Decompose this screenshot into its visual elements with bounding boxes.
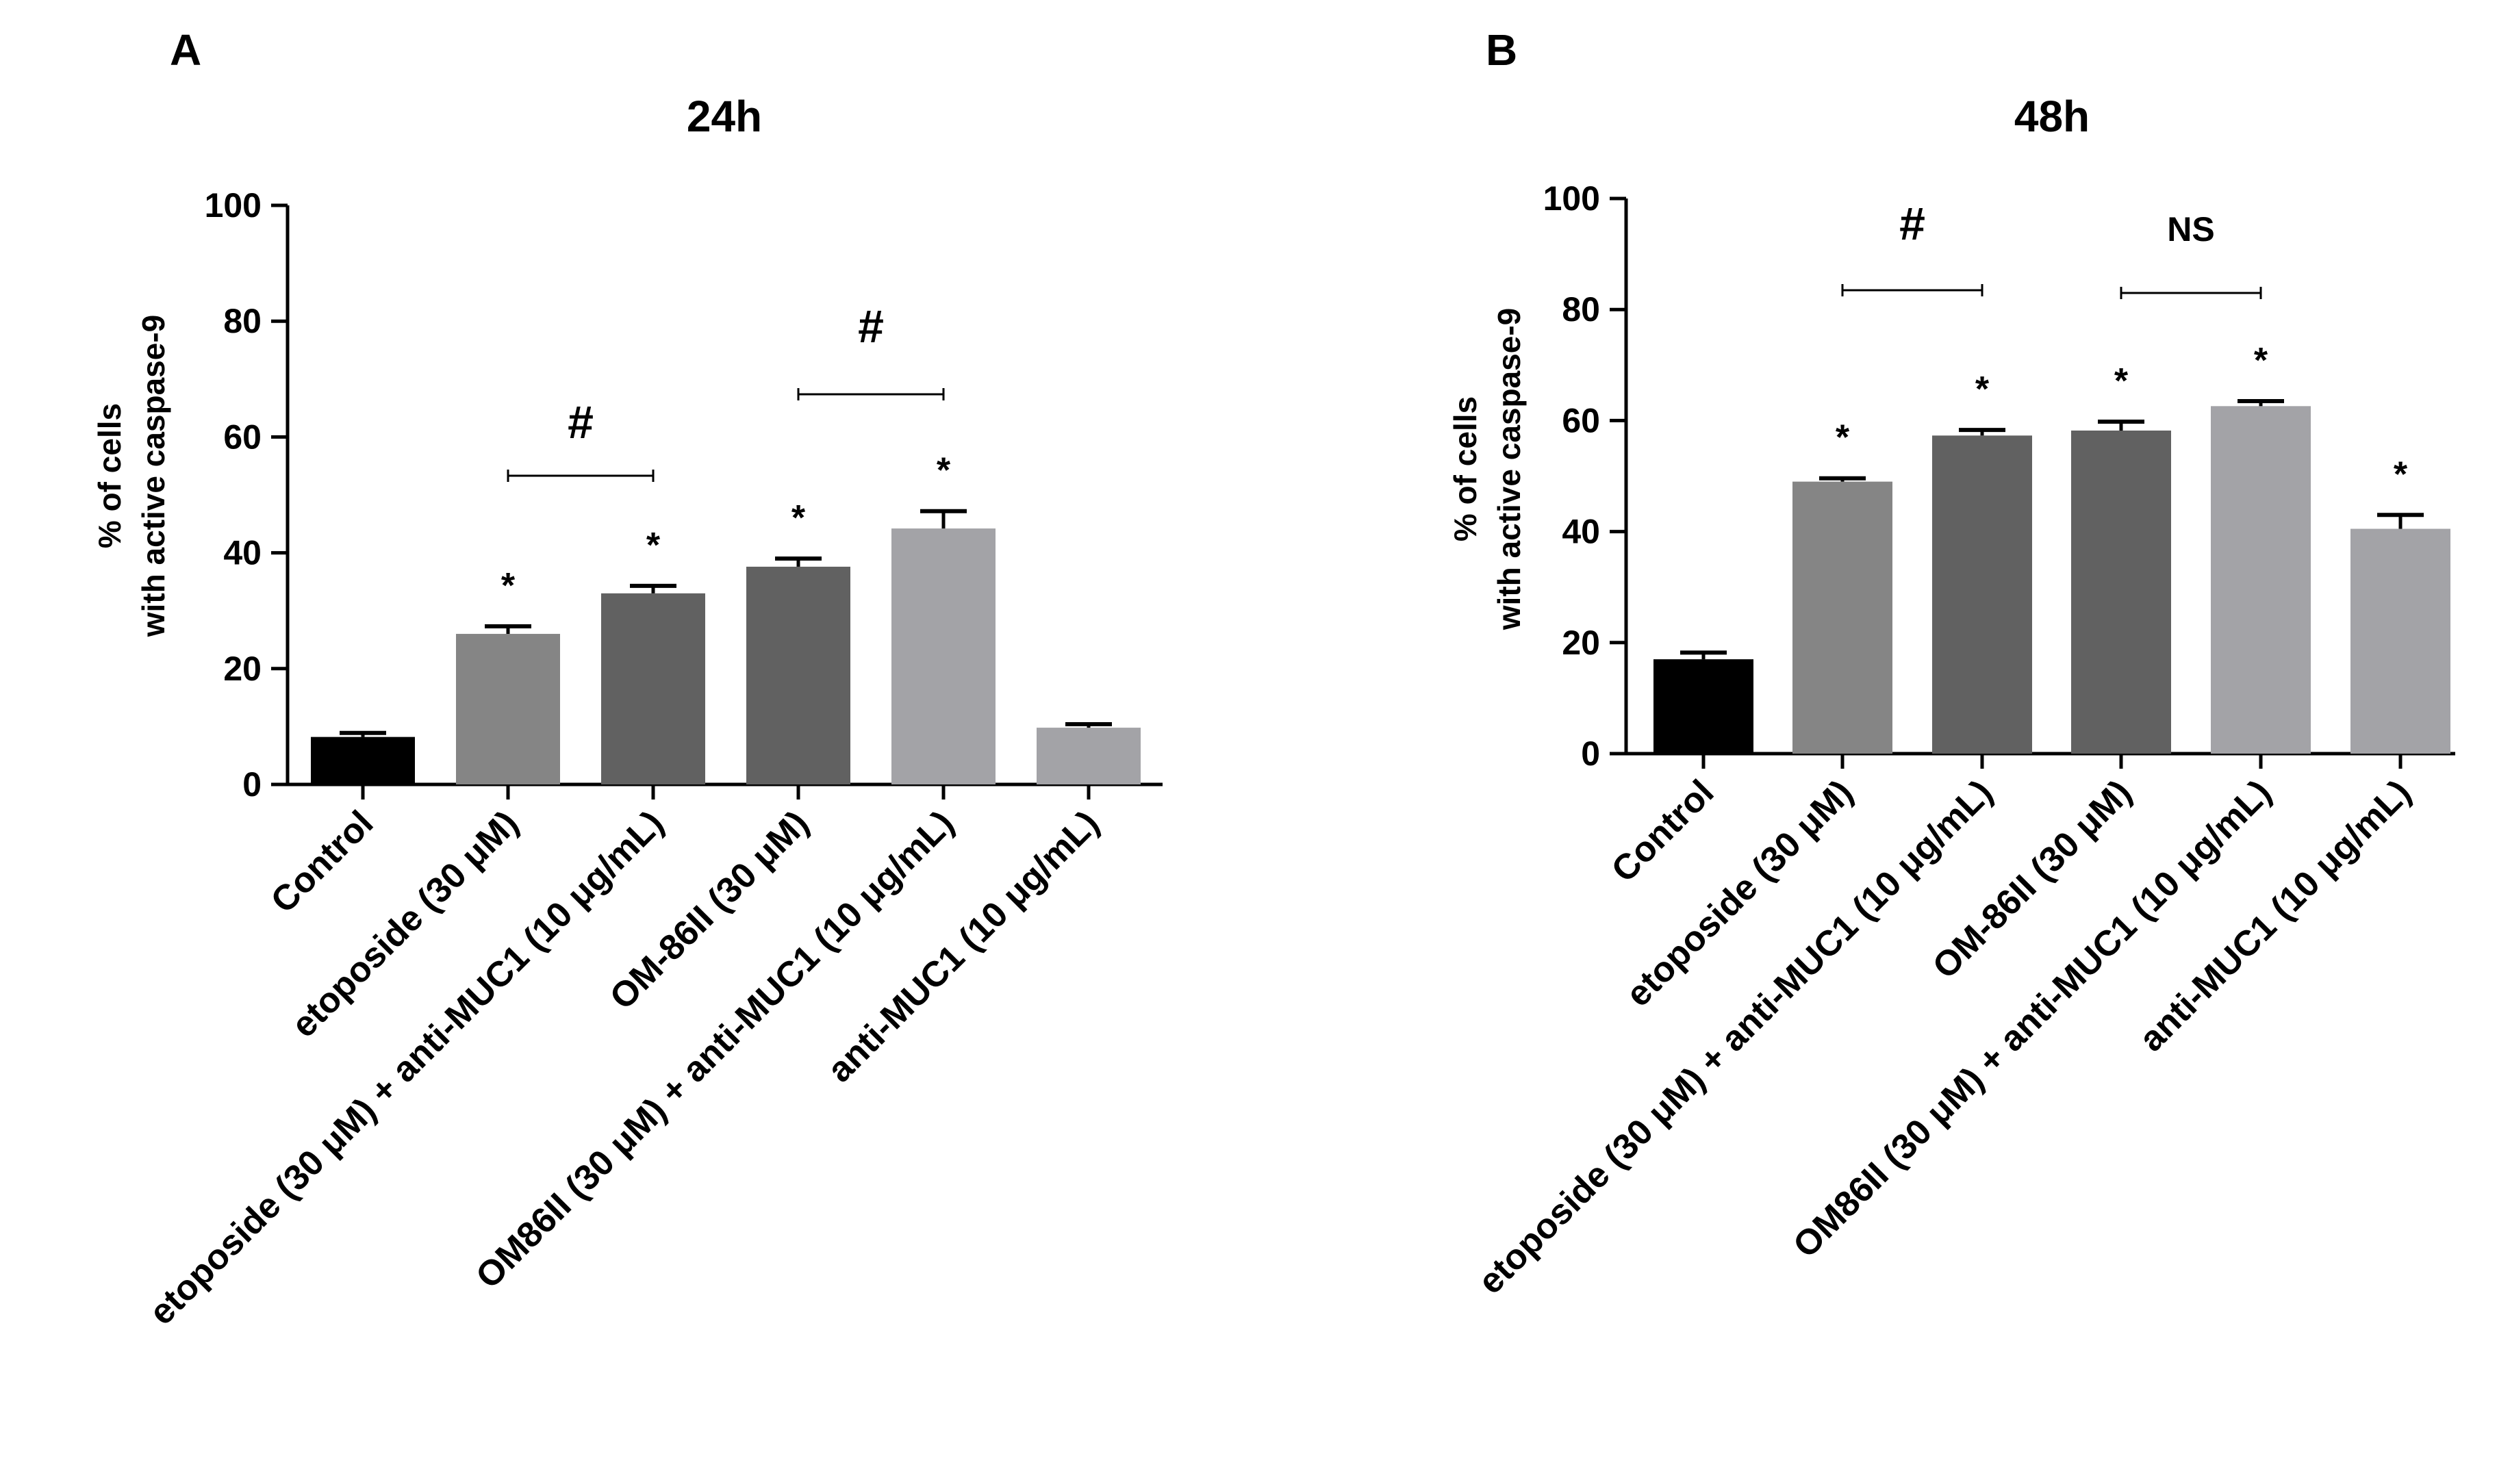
y-tick-label: 20 [223,650,262,688]
bar [1792,481,1892,754]
y-tick-label: 100 [205,186,262,225]
panel-b-plot: 0 20 40 60 80 100 Control * etoposide (30 μM) * et… [1471,179,2455,1302]
bar [1932,435,2032,754]
significance-star: * [2394,455,2408,494]
y-tick-label: 40 [1562,513,1600,551]
bar [2211,406,2311,754]
panel-b-ylabel: % of cells with active caspase-9 [1447,308,1527,630]
panel-a-ylabel-line-1: % of cells [92,403,127,548]
y-tick-label: 0 [1581,734,1600,773]
significance-star: * [2254,341,2268,381]
x-tick-label: Control [264,803,381,921]
bar [311,737,415,784]
y-tick-label: 60 [1562,401,1600,439]
comparison-label: # [1899,198,1925,250]
comparison-label: NS [2167,210,2214,248]
bar [601,593,705,784]
x-tick-label: OM86II (30 μM) + anti-MUC1 (10 μg/mL) [1786,772,2279,1265]
x-tick-label: etoposide (30 μM) + anti-MUC1 (10 μg/mL) [1471,772,2000,1301]
y-tick-label: 40 [223,534,262,572]
panel-a-letter: A [170,25,201,75]
significance-star: * [2114,361,2129,401]
x-tick-label: anti-MUC1 (10 μg/mL) [2132,772,2419,1059]
y-tick-label: 100 [1543,179,1600,218]
significance-star: * [1975,370,1990,409]
bar [2350,528,2450,754]
y-tick-label: 0 [242,765,262,804]
y-tick-label: 20 [1562,624,1600,662]
x-tick-label: Control [1604,772,1722,890]
y-tick-label: 80 [223,302,262,340]
significance-star: * [646,526,661,565]
x-tick-label: etoposide (30 μM) + anti-MUC1 (10 μg/mL) [142,803,671,1332]
comparison-label: # [858,300,884,353]
panel-b-letter: B [1486,25,1517,75]
panel-a-title: 24h [687,92,762,141]
significance-star: * [501,566,516,606]
significance-star: * [1836,418,1850,458]
bar [746,566,850,784]
bar [456,634,560,784]
bar [1037,728,1141,784]
panel-a-ylabel: % of cells with active caspase-9 [92,315,171,637]
panel-b-title: 48h [2014,92,2090,141]
panel-b-ylabel-line-1: % of cells [1447,396,1483,541]
panel-b-ylabel-line-2: with active caspase-9 [1491,308,1527,630]
bar [891,528,996,784]
x-tick-label: etoposide (30 μM) [1619,772,1861,1014]
x-tick-label: anti-MUC1 (10 μg/mL) [820,803,1107,1090]
bar [1653,659,1753,754]
comparison-label: # [568,396,594,448]
y-tick-label: 80 [1562,290,1600,329]
y-tick-label: 60 [223,418,262,456]
panel-a-ylabel-line-2: with active caspase-9 [136,315,171,637]
significance-star: * [937,451,951,491]
bar [2071,430,2171,754]
significance-star: * [791,498,806,538]
